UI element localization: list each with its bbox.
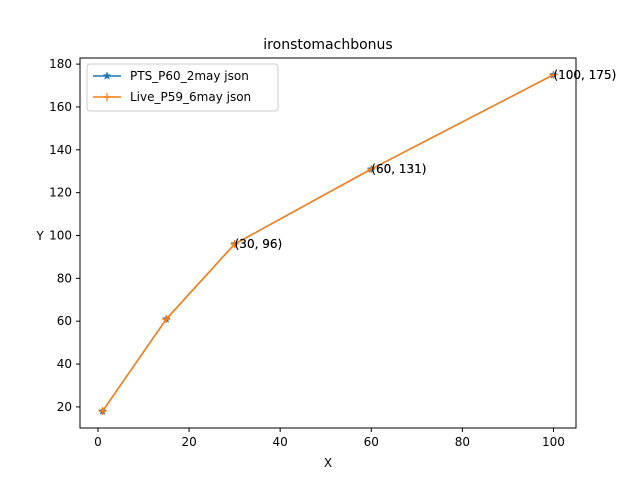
y-tick-label: 100	[49, 229, 72, 243]
data-point	[98, 407, 107, 416]
series-2	[98, 70, 558, 416]
y-tick-label: 20	[57, 400, 72, 414]
x-axis-label: X	[324, 456, 332, 470]
legend-item: PTS_P60_2may json	[93, 69, 249, 83]
legend-marker	[103, 93, 111, 101]
x-tick-label: 100	[542, 435, 565, 449]
x-tick-label: 0	[94, 435, 102, 449]
y-axis-label: Y	[35, 229, 44, 243]
x-tick-label: 80	[455, 435, 470, 449]
data-point	[549, 70, 558, 79]
plot-area: (30, 96)(30, 96)(60, 131)(60, 131)(100, …	[98, 68, 616, 416]
axes-frame	[79, 57, 577, 429]
x-tick-label: 40	[273, 435, 288, 449]
y-tick-label: 180	[49, 57, 72, 71]
point-annotation: (60, 131)	[371, 162, 426, 176]
point-annotation: (100, 175)	[553, 68, 616, 82]
y-tick-label: 40	[57, 357, 72, 371]
point-annotation: (30, 96)	[235, 237, 283, 251]
point-annotation: (60, 131)	[371, 162, 426, 176]
x-axis: 0 20 40 60 80 100	[94, 428, 565, 449]
data-point	[162, 315, 171, 324]
legend-box	[86, 63, 279, 112]
legend: PTS_P60_2may json Live_P59_6may json	[86, 63, 279, 112]
data-point	[230, 240, 239, 249]
legend-marker	[102, 71, 112, 80]
data-point	[367, 165, 376, 174]
point-annotation: (100, 175)	[553, 68, 616, 82]
y-tick-label: 140	[49, 143, 72, 157]
y-axis: 20 40 60 80 100 120 140 160 180	[49, 57, 80, 414]
point-annotation: (30, 96)	[235, 237, 283, 251]
legend-label: PTS_P60_2may json	[130, 69, 249, 83]
x-tick-label: 20	[181, 435, 196, 449]
y-tick-label: 160	[49, 100, 72, 114]
y-tick-label: 120	[49, 186, 72, 200]
y-tick-label: 60	[57, 314, 72, 328]
legend-label: Live_P59_6may json	[130, 90, 251, 104]
legend-item: Live_P59_6may json	[93, 90, 251, 104]
chart-title: ironstomachbonus	[263, 37, 392, 53]
x-tick-label: 60	[364, 435, 379, 449]
y-tick-label: 80	[57, 271, 72, 285]
